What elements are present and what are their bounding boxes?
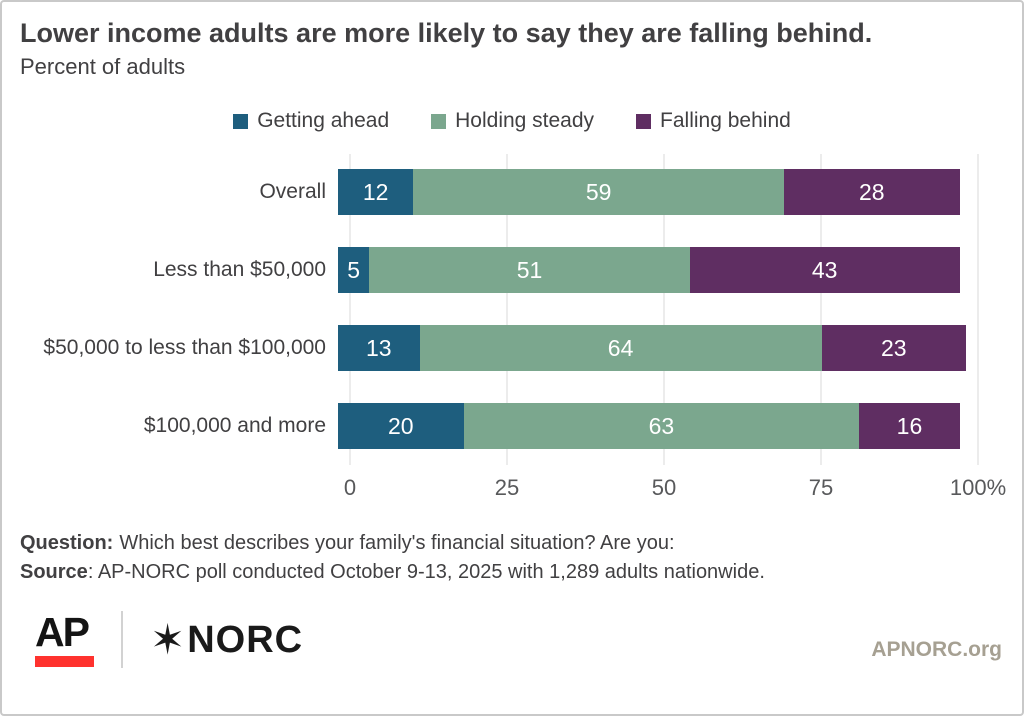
gridlines — [349, 154, 979, 465]
page-title: Lower income adults are more likely to s… — [20, 18, 873, 48]
question-line: Question: Which best describes your famil… — [20, 529, 1002, 558]
bar-segment-holding-steady: 63 — [463, 403, 860, 449]
x-tick-label: 50 — [651, 475, 677, 500]
x-tick-label: 75 — [808, 475, 834, 500]
bar-value-label: 51 — [516, 256, 543, 283]
bar-segment-getting-ahead: 5 — [338, 247, 370, 293]
source-text: : AP-NORC poll conducted October 9-13, 2… — [87, 561, 765, 583]
category-label: Overall — [259, 180, 326, 203]
question-label: Question: — [20, 532, 114, 554]
source-line: Source: AP-NORC poll conducted October 9… — [20, 558, 1002, 587]
bar-segment-holding-steady: 59 — [413, 169, 784, 215]
x-tick-label: 25 — [494, 475, 520, 500]
ap-logo-text: AP — [35, 609, 90, 655]
bar-value-label: 63 — [648, 412, 675, 439]
norc-star-icon: ✶ — [150, 615, 186, 663]
bar-value-label: 28 — [858, 178, 885, 205]
bar-value-label: 59 — [585, 178, 612, 205]
bar-track: 13 64 23 — [338, 325, 966, 371]
legend-swatch-icon — [233, 113, 249, 129]
bar-value-label: 5 — [347, 256, 361, 283]
bar-value-label: 64 — [607, 334, 634, 361]
chart-row: Overall 12 59 28 — [20, 169, 1022, 215]
source-label: Source — [20, 561, 88, 583]
bar-track: 12 59 28 — [338, 169, 966, 215]
bar-segment-getting-ahead: 13 — [338, 325, 420, 371]
bar-segment-falling-behind: 28 — [783, 169, 960, 215]
gridline — [506, 154, 508, 465]
ap-logo-red-bar — [35, 656, 94, 667]
chart-legend: Getting ahead Holding steady Falling behin… — [2, 106, 1022, 136]
bar-value-label: 16 — [896, 412, 923, 439]
header: Lower income adults are more likely to s… — [20, 16, 1002, 82]
footnote: Question: Which best describes your famil… — [20, 529, 1002, 587]
legend-label: Getting ahead — [257, 109, 390, 132]
question-text: Which best describes your family's finan… — [119, 532, 675, 554]
bar-value-label: 23 — [880, 334, 907, 361]
legend-label: Falling behind — [660, 109, 791, 132]
bar-track: 5 51 43 — [338, 247, 966, 293]
norc-logo: ✶ NORC — [150, 615, 304, 663]
chart-row: $100,000 and more 20 63 16 — [20, 403, 1022, 449]
chart-row: Less than $50,000 5 51 43 — [20, 247, 1022, 293]
legend-label: Holding steady — [455, 109, 595, 132]
category-label: Less than $50,000 — [153, 258, 326, 281]
x-tick-label: 0 — [343, 475, 357, 500]
legend-item-falling-behind: Falling behind — [636, 109, 791, 133]
apnorc-org-link[interactable]: APNORC.org — [871, 637, 1002, 661]
bar-segment-falling-behind: 16 — [859, 403, 960, 449]
chart-rows: Overall 12 59 28 Less than $50,000 5 51 43 $50,0… — [20, 154, 1022, 449]
bar-segment-falling-behind: 43 — [689, 247, 960, 293]
norc-logo-text: NORC — [187, 618, 304, 661]
bar-value-label: 13 — [366, 334, 392, 361]
bar-track: 20 63 16 — [338, 403, 966, 449]
legend-item-holding-steady: Holding steady — [431, 109, 594, 133]
category-label: $50,000 to less than $100,000 — [43, 336, 326, 359]
legend-swatch-icon — [431, 113, 447, 129]
ap-logo: AP — [35, 612, 94, 667]
bar-segment-holding-steady: 64 — [419, 325, 822, 371]
bar-segment-falling-behind: 23 — [821, 325, 966, 371]
x-tick-label: 100% — [949, 475, 1007, 500]
bar-segment-getting-ahead: 20 — [338, 403, 464, 449]
legend-swatch-icon — [636, 113, 652, 129]
bar-segment-getting-ahead: 12 — [338, 169, 414, 215]
gridline — [977, 154, 979, 465]
x-axis: 0 25 50 75 100% — [344, 465, 1006, 509]
chart-row: $50,000 to less than $100,000 13 64 23 — [20, 325, 1022, 371]
bar-value-label: 12 — [362, 178, 389, 205]
gridline — [349, 154, 351, 465]
bar-segment-holding-steady: 51 — [369, 247, 690, 293]
bar-chart: Overall 12 59 28 Less than $50,000 5 51 43 $50,0… — [20, 154, 1022, 465]
legend-item-getting-ahead: Getting ahead — [233, 109, 389, 133]
category-label: $100,000 and more — [143, 414, 326, 437]
bar-value-label: 20 — [388, 412, 414, 439]
gridline — [820, 154, 822, 465]
logo-divider — [121, 611, 123, 668]
bar-value-label: 43 — [811, 256, 838, 283]
chart-subtitle: Percent of adults — [20, 54, 186, 79]
gridline — [663, 154, 665, 465]
footer: AP ✶ NORC APNORC.org — [35, 611, 1002, 668]
